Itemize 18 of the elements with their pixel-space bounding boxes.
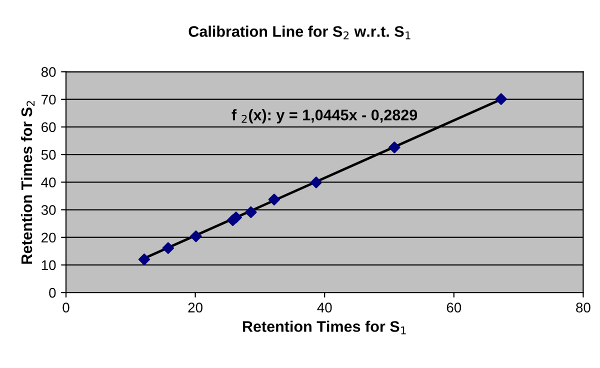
x-tick-label: 20 (188, 302, 202, 312)
y-tick-label: 80 (41, 67, 56, 77)
y-tick-label: 60 (42, 122, 56, 132)
y-tick-label: 0 (49, 288, 56, 298)
y-tick-label: 20 (42, 232, 56, 243)
annotation: f $_{2}$(x): y = 1,0445x - 0,2829 (232, 109, 418, 124)
x-tick-label: 40 (317, 302, 332, 312)
x-axis-title: Retention Times for S$_{1}$ (242, 320, 406, 334)
x-tick-label: 0 (62, 302, 70, 312)
x-tick-label: 80 (576, 302, 590, 312)
y-tick-label: 30 (41, 205, 56, 215)
chart-title: Calibration Line for S$_{2}$ w.r.t. S$_{1}$ (188, 26, 410, 40)
y-tick-label: 10 (42, 260, 56, 270)
y-tick-label: 70 (42, 94, 56, 105)
y-tick-label: 50 (41, 150, 56, 160)
y-tick-label: 40 (41, 177, 56, 188)
y-axis-title: Retention Times for S$_{2}$ (20, 101, 35, 264)
x-tick-label: 60 (446, 302, 462, 312)
